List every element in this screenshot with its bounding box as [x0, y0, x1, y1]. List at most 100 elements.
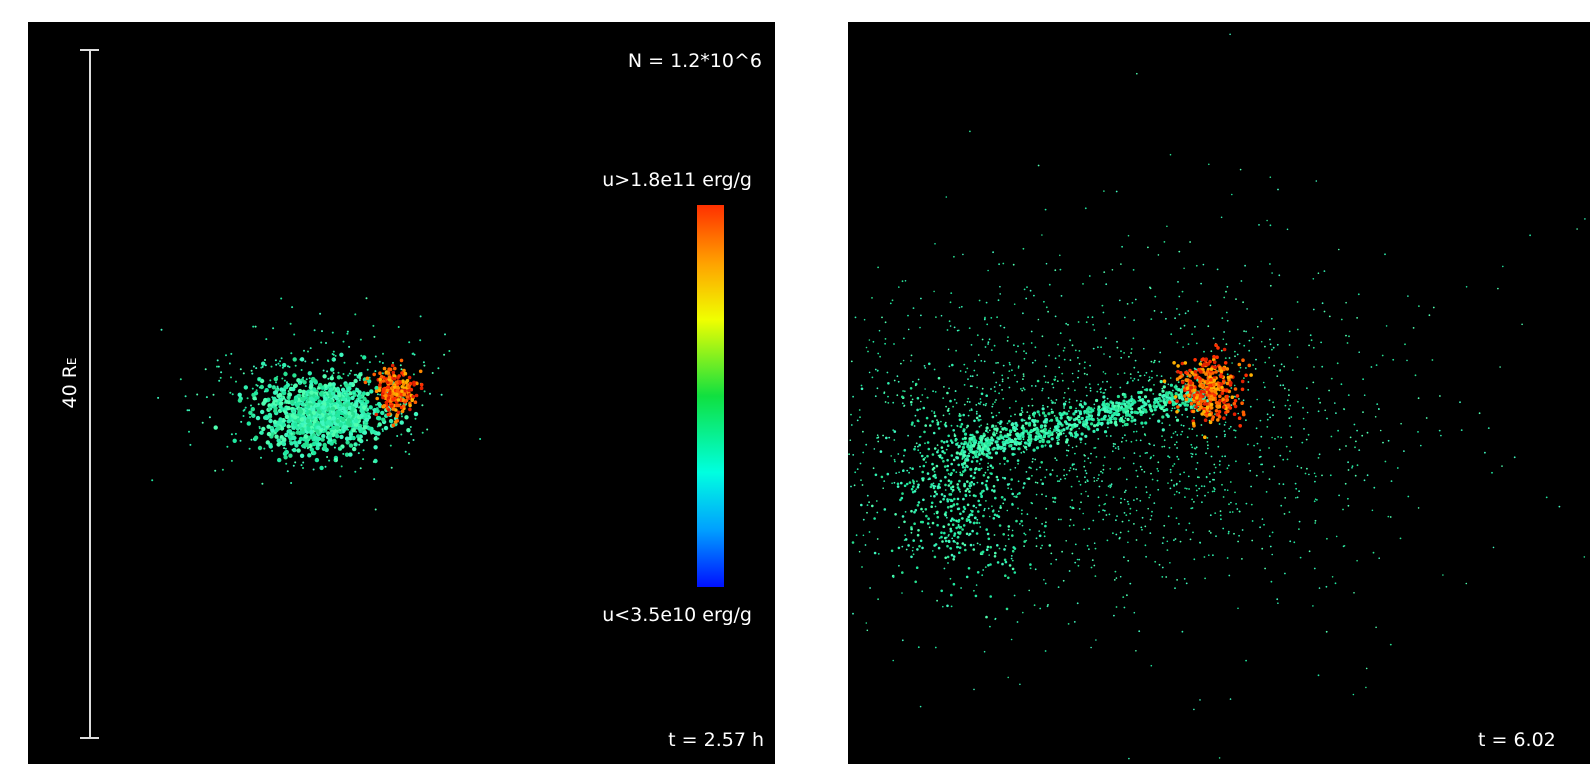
particle [961, 306, 963, 308]
particle [1204, 418, 1208, 422]
particle [1012, 550, 1015, 553]
particle [1301, 442, 1303, 444]
particle [1276, 375, 1278, 377]
particle [988, 440, 991, 443]
particle [1036, 545, 1038, 547]
particle [1226, 398, 1230, 402]
particle [391, 398, 395, 402]
particle [903, 455, 905, 457]
particle [369, 361, 371, 363]
particle [961, 423, 964, 426]
particle [250, 412, 252, 414]
particle [355, 388, 357, 390]
particle [1054, 501, 1056, 503]
particle [852, 396, 854, 398]
particle [1199, 542, 1201, 544]
particle [1358, 293, 1360, 295]
particle [1010, 415, 1012, 417]
particle [1038, 530, 1040, 532]
particle [819, 400, 821, 402]
particle [273, 409, 277, 413]
particle [951, 500, 954, 503]
particle [1240, 401, 1244, 405]
particle [1297, 356, 1299, 358]
particle [845, 441, 847, 443]
particle [309, 401, 311, 403]
particle [337, 375, 341, 379]
particle [1116, 606, 1118, 608]
particle [1137, 400, 1139, 402]
particle [1027, 513, 1029, 515]
particle [791, 363, 793, 365]
particle [840, 452, 842, 454]
particle [270, 408, 272, 410]
particle [1529, 234, 1531, 236]
particle [1133, 463, 1135, 465]
particle [1135, 423, 1137, 425]
particle [1115, 411, 1118, 414]
particle [876, 512, 878, 514]
particle [395, 414, 399, 418]
particle [1228, 465, 1230, 467]
particle [266, 425, 270, 429]
particle [229, 392, 231, 394]
particle [1145, 452, 1147, 454]
particle [1063, 469, 1065, 471]
particle [863, 519, 865, 521]
particle [989, 516, 991, 518]
particle [350, 370, 352, 372]
particle [974, 517, 977, 520]
particle [1070, 519, 1072, 521]
particle [1109, 468, 1111, 470]
particle [821, 322, 823, 324]
particle [943, 415, 945, 417]
particle [1032, 458, 1034, 460]
particle [1060, 478, 1062, 480]
particle [238, 398, 242, 402]
particle [356, 398, 358, 400]
particle [247, 421, 251, 425]
particle [1008, 370, 1010, 372]
particle [316, 436, 320, 440]
particle [1189, 241, 1191, 243]
particle [989, 626, 991, 628]
particle [970, 375, 972, 377]
particle [864, 319, 866, 321]
particle [977, 482, 979, 484]
particle [908, 472, 910, 474]
particle [1136, 510, 1138, 512]
particle [962, 414, 965, 417]
particle [961, 463, 964, 466]
particle [1210, 406, 1214, 410]
particle [1049, 473, 1052, 476]
particle [1259, 449, 1261, 451]
particle [1103, 353, 1105, 355]
particle [1191, 333, 1193, 335]
particle [1133, 523, 1135, 525]
particle [1100, 387, 1102, 389]
particle [987, 450, 990, 453]
particle [1227, 373, 1229, 375]
particle [1183, 472, 1185, 474]
particle [1109, 484, 1111, 486]
particle [277, 458, 281, 462]
particle [243, 415, 245, 417]
particle [1034, 360, 1036, 362]
particle [343, 388, 345, 390]
particle [934, 474, 937, 477]
particle [985, 500, 987, 502]
particle [990, 317, 992, 319]
particle [335, 355, 337, 357]
particle [1203, 351, 1205, 353]
particle [912, 547, 914, 549]
particle [994, 534, 996, 536]
particle [1208, 413, 1212, 417]
particle [214, 425, 218, 429]
particle [1084, 361, 1086, 363]
particle [1288, 394, 1290, 396]
particle [1127, 303, 1129, 305]
particle [937, 516, 940, 519]
particle [1093, 348, 1095, 350]
particle [1115, 410, 1117, 412]
particle [964, 549, 967, 552]
